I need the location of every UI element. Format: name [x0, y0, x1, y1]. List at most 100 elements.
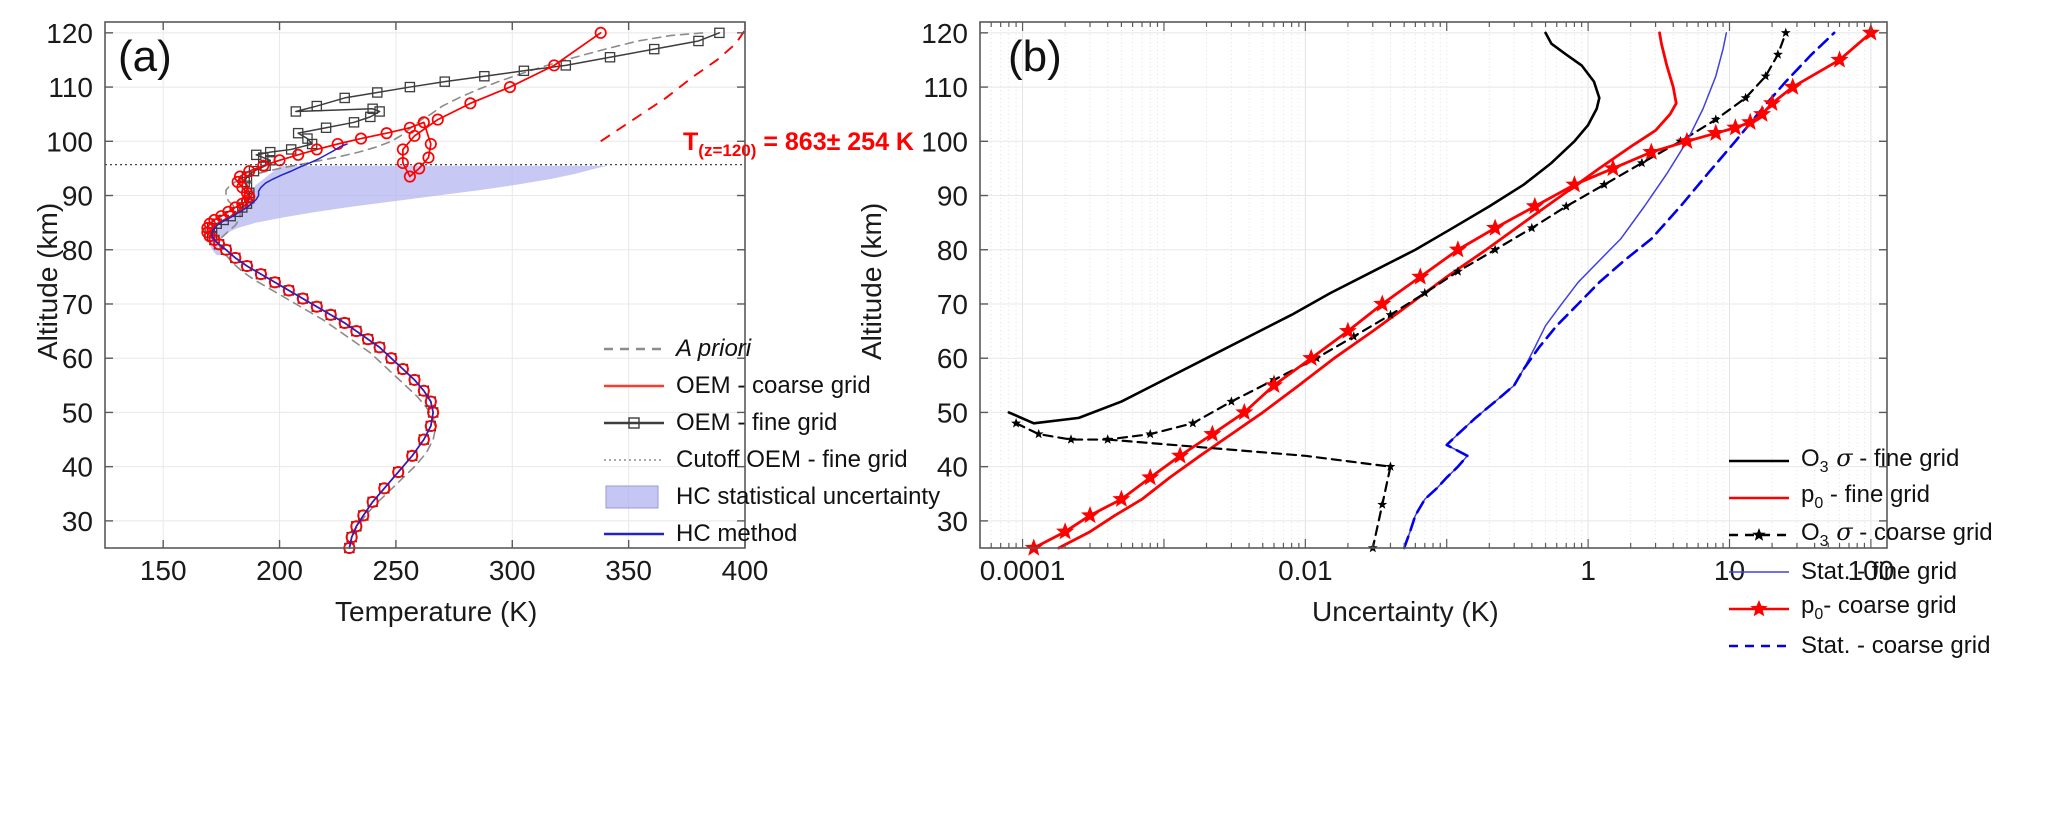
legend-label: O3 σ - coarse grid — [1801, 520, 1993, 550]
legend-label-sub: 3 — [1819, 458, 1829, 476]
legend-label-post: - coarse grid — [1852, 518, 1993, 546]
legend-swatch-icon — [1725, 560, 1795, 584]
panel-a-xtick: 300 — [489, 555, 536, 586]
legend-item-5[interactable]: Stat. - coarse grid — [1725, 627, 1993, 664]
legend-item-4[interactable]: HC statistical uncertainty — [600, 478, 940, 515]
panel-b-ytick: 30 — [937, 506, 968, 537]
annot-T: T — [683, 128, 699, 156]
panel-b-xtick: 0.0001 — [980, 555, 1066, 586]
legend-label: OEM - fine grid — [676, 408, 838, 436]
annot-sub: (z=120) — [698, 141, 757, 160]
legend-label: O3 σ - fine grid — [1801, 446, 1959, 476]
panel-b-xtick: 100 — [1848, 555, 1895, 586]
panel-a-ytick: 30 — [62, 506, 93, 537]
legend-item-1[interactable]: OEM - coarse grid — [600, 367, 940, 404]
legend-label-pre: p — [1801, 481, 1815, 509]
legend-item-1[interactable]: p0 - fine grid — [1725, 479, 1993, 516]
legend-label-sub: 3 — [1819, 532, 1829, 550]
panel-a-xtick: 250 — [373, 555, 420, 586]
panel-a-ytick: 120 — [46, 18, 93, 49]
panel-a: 150 200 250 300 350 400 30 40 50 60 70 80 90 100 110 12… — [0, 0, 1000, 830]
panel-b-ytick: 110 — [923, 72, 968, 103]
legend-item-0[interactable]: O3 σ - fine grid — [1725, 442, 1993, 479]
panel-a-temperature-annotation: T(z=120) = 863± 254 K — [683, 128, 914, 161]
panel-b-xtick: 1 — [1580, 555, 1596, 586]
panel-b-xtick: 10 — [1714, 555, 1745, 586]
legend-swatch-icon — [600, 337, 670, 361]
panel-a-plot: 150 200 250 300 350 400 30 40 50 60 70 80 90 100 110 12… — [46, 18, 769, 586]
legend-label: HC method — [676, 519, 798, 547]
legend-label-post: - coarse grid — [1850, 631, 1991, 659]
legend-label-sub: 0 — [1814, 605, 1824, 623]
legend-label: OEM - coarse grid — [676, 371, 871, 399]
legend-swatch-icon — [1725, 449, 1795, 473]
legend-swatch-icon — [1725, 486, 1795, 510]
legend-label: p0 - fine grid — [1801, 483, 1930, 512]
legend-label-pre: O — [1801, 444, 1820, 472]
legend-label: A priori — [676, 334, 752, 362]
panel-a-ytick: 110 — [48, 72, 93, 103]
panel-b-ytick: 60 — [937, 343, 968, 374]
panel-b-legend: O3 σ - fine grid p0 - fine grid O3 σ - coa… — [1725, 442, 1993, 664]
panel-a-tag: (a) — [118, 32, 172, 81]
panel-b: 0.0001 0.01 1 10 100 30 40 50 60 70 80 90 100 110 120 … — [820, 0, 2067, 830]
panel-b-ytick: 70 — [937, 289, 968, 320]
legend-swatch-icon — [1725, 634, 1795, 658]
legend-label: Stat. - coarse grid — [1801, 631, 1991, 659]
legend-swatch-icon — [600, 448, 670, 472]
legend-label-post: - fine grid — [1850, 557, 1958, 585]
panel-a-xtick: 400 — [722, 555, 769, 586]
legend-item-3[interactable]: Stat. - fine grid — [1725, 553, 1993, 590]
panel-a-xaxis-label: Temperature (K) — [335, 596, 538, 627]
legend-label-post: - fine grid — [1823, 481, 1930, 509]
annot-value: = 863± 254 K — [756, 128, 914, 156]
panel-b-xaxis-label: Uncertainty (K) — [1312, 596, 1499, 627]
legend-swatch-icon — [600, 374, 670, 398]
legend-swatch-icon — [1725, 523, 1795, 547]
panel-a-yaxis-label: Altitude (km) — [32, 202, 63, 360]
panel-b-ytick: 100 — [921, 126, 968, 157]
panel-b-ytick: 50 — [937, 397, 968, 428]
legend-label-pre: p — [1801, 592, 1815, 620]
legend-item-4[interactable]: p0- coarse grid — [1725, 590, 1993, 627]
legend-label-sub: 0 — [1814, 494, 1824, 512]
legend-swatch-icon — [600, 522, 670, 546]
panel-a-ytick: 90 — [62, 181, 93, 212]
panel-a-xtick: 350 — [605, 555, 652, 586]
panel-a-legend: A priori OEM - coarse grid OEM - fine grid… — [600, 330, 940, 552]
panel-b-tag: (b) — [1008, 32, 1062, 81]
legend-swatch-icon — [600, 411, 670, 435]
legend-label-pre: Stat. — [1801, 557, 1851, 585]
legend-item-3[interactable]: Cutoff OEM - fine grid — [600, 441, 940, 478]
legend-swatch-icon — [600, 485, 670, 509]
legend-label: Cutoff OEM - fine grid — [676, 445, 908, 473]
legend-label-pre: O — [1801, 518, 1820, 546]
panel-b-ytick: 120 — [921, 18, 968, 49]
legend-item-0[interactable]: A priori — [600, 330, 940, 367]
legend-label: p0- coarse grid — [1801, 594, 1957, 623]
legend-label-sigma: σ — [1828, 517, 1853, 546]
legend-item-2[interactable]: O3 σ - coarse grid — [1725, 516, 1993, 553]
panel-a-ytick: 60 — [62, 343, 93, 374]
legend-label: Stat. - fine grid — [1801, 557, 1958, 585]
panel-b-ytick: 90 — [937, 181, 968, 212]
panel-b-yaxis-label: Altitude (km) — [856, 202, 887, 360]
legend-item-5[interactable]: HC method — [600, 515, 940, 552]
legend-label-post: - coarse grid — [1823, 592, 1957, 620]
legend-label: HC statistical uncertainty — [676, 482, 941, 510]
panel-a-ytick: 50 — [62, 397, 93, 428]
panel-b-xtick: 0.01 — [1278, 555, 1333, 586]
panel-a-ytick: 70 — [62, 289, 93, 320]
panel-b-ytick: 40 — [937, 452, 968, 483]
panel-b-ytick: 80 — [937, 235, 968, 266]
panel-a-xtick: 150 — [140, 555, 187, 586]
legend-label-pre: Stat. — [1801, 631, 1851, 659]
legend-item-2[interactable]: OEM - fine grid — [600, 404, 940, 441]
legend-label-post: - fine grid — [1852, 444, 1960, 472]
panel-a-ytick: 80 — [62, 235, 93, 266]
legend-label-sigma: σ — [1828, 443, 1853, 472]
panel-a-ytick: 100 — [46, 126, 93, 157]
panel-a-ytick: 40 — [62, 452, 93, 483]
